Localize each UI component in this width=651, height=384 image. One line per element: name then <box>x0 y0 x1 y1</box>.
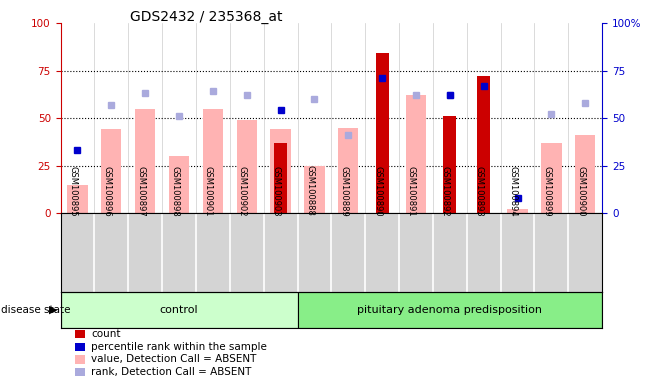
Text: GSM100899: GSM100899 <box>542 166 551 216</box>
Text: GSM100900: GSM100900 <box>576 166 585 216</box>
Text: control: control <box>159 305 199 315</box>
Bar <box>406 95 426 213</box>
Text: GSM100895: GSM100895 <box>68 166 77 216</box>
Bar <box>443 116 456 213</box>
Text: GSM100888: GSM100888 <box>305 166 314 216</box>
Bar <box>507 209 528 213</box>
Bar <box>274 143 287 213</box>
Bar <box>541 143 562 213</box>
Text: GSM100891: GSM100891 <box>407 166 416 216</box>
Text: GSM100896: GSM100896 <box>102 166 111 216</box>
Text: percentile rank within the sample: percentile rank within the sample <box>91 342 267 352</box>
Bar <box>202 109 223 213</box>
Text: GSM100903: GSM100903 <box>271 166 281 216</box>
Text: GDS2432 / 235368_at: GDS2432 / 235368_at <box>130 10 283 23</box>
Bar <box>169 156 189 213</box>
Text: count: count <box>91 329 120 339</box>
Text: GSM100901: GSM100901 <box>204 166 213 216</box>
Bar <box>61 292 298 328</box>
Text: GSM100894: GSM100894 <box>508 166 518 216</box>
Text: GSM100893: GSM100893 <box>475 166 484 216</box>
Bar <box>135 109 156 213</box>
Bar <box>376 53 389 213</box>
Text: rank, Detection Call = ABSENT: rank, Detection Call = ABSENT <box>91 367 251 377</box>
Bar <box>101 129 122 213</box>
Text: GSM100902: GSM100902 <box>238 166 247 216</box>
Text: GSM100889: GSM100889 <box>339 166 348 216</box>
Bar <box>298 292 602 328</box>
Text: ▶: ▶ <box>49 305 58 315</box>
Text: GSM100897: GSM100897 <box>136 166 145 216</box>
Bar <box>236 120 257 213</box>
Text: GSM100890: GSM100890 <box>373 166 382 216</box>
Text: disease state: disease state <box>1 305 70 315</box>
Text: GSM100892: GSM100892 <box>441 166 450 216</box>
Bar <box>270 129 291 213</box>
Text: GSM100898: GSM100898 <box>170 166 179 216</box>
Bar <box>477 76 490 213</box>
Bar <box>304 166 325 213</box>
Text: pituitary adenoma predisposition: pituitary adenoma predisposition <box>357 305 542 315</box>
Bar <box>338 127 359 213</box>
Bar <box>67 185 88 213</box>
Text: value, Detection Call = ABSENT: value, Detection Call = ABSENT <box>91 354 256 364</box>
Bar <box>575 135 596 213</box>
